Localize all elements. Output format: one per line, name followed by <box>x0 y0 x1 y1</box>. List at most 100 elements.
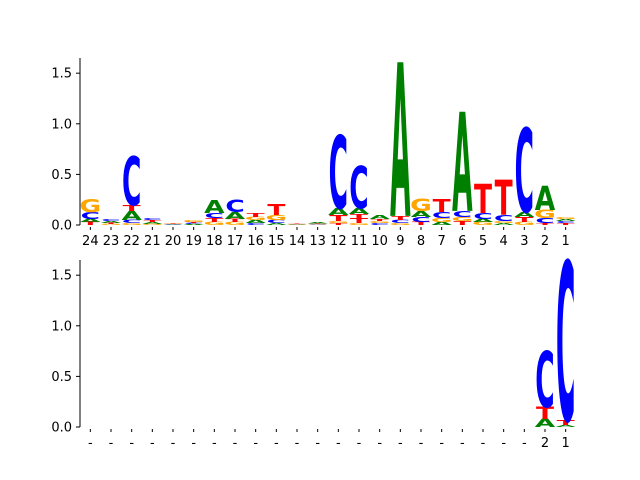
x-tick-label: 3 <box>520 234 528 249</box>
logo-letter-t: T <box>557 223 575 226</box>
logo-letter-t: T <box>309 223 327 224</box>
x-tick-label: 9 <box>396 234 404 249</box>
x-tick-label: - <box>398 436 403 451</box>
y-tick-label: 1.0 <box>51 319 72 334</box>
logo-top-panel: 0.00.51.01.524TACG23GTAC22GCATC21GATC20A… <box>51 22 576 266</box>
logo-letter-g: G <box>472 221 494 226</box>
x-tick-label: 8 <box>417 234 425 249</box>
logo-letter-t: T <box>474 176 493 223</box>
logo-letter-t: T <box>350 217 369 225</box>
logo-letter-a: A <box>225 210 246 221</box>
x-tick-label: 23 <box>103 234 120 249</box>
logo-letter-g: G <box>389 223 411 226</box>
logo-letter-a: A <box>452 86 473 244</box>
logo-letter-g: G <box>513 221 535 226</box>
logo-letter-c: C <box>535 217 554 225</box>
x-tick-label: - <box>315 436 320 451</box>
x-tick-label: - <box>150 436 155 451</box>
x-tick-label: 17 <box>227 234 244 249</box>
logo-letter-t: T <box>371 219 389 222</box>
x-tick-label: 2 <box>541 436 549 451</box>
x-tick-label: - <box>88 436 93 451</box>
logo-letter-c: C <box>370 223 389 226</box>
x-tick-label: - <box>377 436 382 451</box>
logo-letter-t: T <box>329 223 347 226</box>
logo-letter-a: A <box>328 206 349 217</box>
logo-letter-c: C <box>101 219 120 222</box>
x-tick-label: - <box>439 436 444 451</box>
logo-letter-t: T <box>412 221 430 226</box>
logo-letter-t: T <box>557 419 576 427</box>
logo-letter-c: C <box>81 210 100 221</box>
y-tick-label: 1.0 <box>51 117 72 132</box>
logo-letter-c: C <box>411 216 430 224</box>
logo-letter-a: A <box>204 197 225 218</box>
logo-letter-g: G <box>224 221 246 226</box>
logo-letter-c: C <box>122 219 141 224</box>
logo-letter-g: G <box>348 223 370 226</box>
x-tick-label: 13 <box>309 234 326 249</box>
logo-letter-t: T <box>288 223 306 224</box>
logo-letter-g: G <box>245 216 267 221</box>
logo-letter-t: T <box>247 212 265 218</box>
x-tick-label: 1 <box>562 436 570 451</box>
x-tick-label: 10 <box>371 234 388 249</box>
logo-letter-a: A <box>163 224 184 225</box>
logo-letter-t: T <box>536 223 554 226</box>
logo-letter-a: A <box>369 214 390 220</box>
y-tick-label: 1.5 <box>51 67 72 82</box>
logo-letter-t: T <box>81 221 99 226</box>
logo-letter-g: G <box>80 196 102 217</box>
logo-letter-c: C <box>329 116 348 232</box>
logo-letter-t: T <box>205 217 223 223</box>
y-tick-label: 0.5 <box>51 168 72 183</box>
logo-letter-g: G <box>162 223 184 224</box>
logo-letter-a: A <box>101 221 122 224</box>
x-tick-label: - <box>357 436 362 451</box>
logo-letter-t: T <box>226 218 244 223</box>
x-tick-label: 14 <box>289 234 306 249</box>
logo-letter-g: G <box>183 220 205 223</box>
x-tick-label: - <box>336 436 341 451</box>
x-tick-label: 21 <box>144 234 161 249</box>
logo-letter-g: G <box>451 216 473 222</box>
logo-letter-t: T <box>433 196 452 217</box>
logo-letter-c: C <box>308 224 327 225</box>
logo-letter-a: A <box>555 425 576 428</box>
x-tick-label: 18 <box>206 234 223 249</box>
logo-letter-c: C <box>494 213 513 223</box>
logo-letter-t: T <box>536 405 554 424</box>
logo-letter-t: T <box>495 171 513 227</box>
logo-letter-c: C <box>267 219 286 224</box>
logo-letter-c: C <box>349 154 368 222</box>
logo-letter-g: G <box>307 224 329 225</box>
x-tick-label: - <box>460 436 465 451</box>
x-tick-label: - <box>274 436 279 451</box>
y-tick-label: 0.0 <box>51 219 72 234</box>
logo-letter-c: C <box>122 143 141 221</box>
x-tick-label: 2 <box>541 234 549 249</box>
logo-bottom-panel: 0.00.51.01.5- - - - - - - - - - - - - - - - - - - - - -2ATC1A… <box>51 218 576 472</box>
y-tick-label: 0.0 <box>51 421 72 436</box>
logo-letter-c: C <box>535 337 554 425</box>
x-tick-label: - <box>212 436 217 451</box>
x-tick-label: 11 <box>351 234 368 249</box>
logo-letter-c: C <box>473 211 492 221</box>
logo-letter-c: C <box>556 221 575 224</box>
logo-letter-a: A <box>307 222 328 224</box>
x-tick-label: 1 <box>562 234 570 249</box>
x-tick-label: - <box>295 436 300 451</box>
logo-letter-a: A <box>514 210 535 218</box>
logo-letter-g: G <box>121 223 143 226</box>
x-tick-label: 24 <box>82 234 99 249</box>
logo-letter-a: A <box>535 180 556 219</box>
logo-letter-a: A <box>493 223 514 226</box>
x-tick-label: - <box>191 436 196 451</box>
logo-letter-t: T <box>350 213 368 219</box>
logo-letter-c: C <box>515 106 534 240</box>
logo-letter-t: T <box>143 220 161 223</box>
x-tick-label: 20 <box>165 234 182 249</box>
logo-letter-a: A <box>266 223 287 226</box>
logo-letter-c: C <box>453 209 472 219</box>
logo-letter-g: G <box>431 217 453 223</box>
